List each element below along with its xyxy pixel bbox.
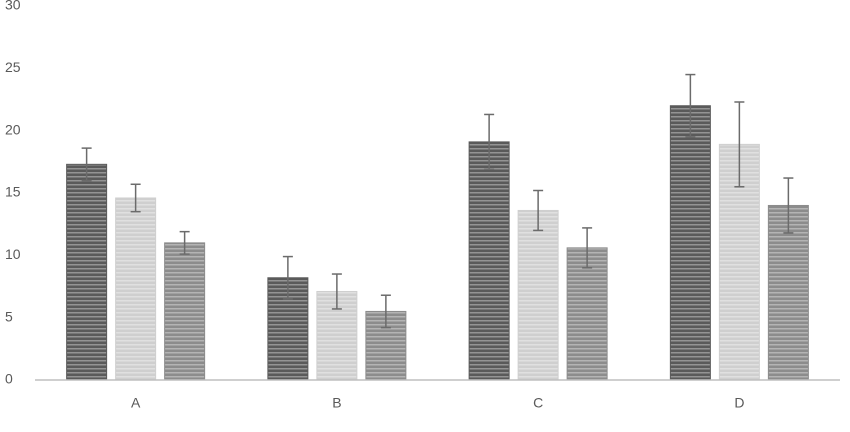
error-bar bbox=[380, 294, 391, 329]
y-tick-label: 25 bbox=[5, 59, 21, 75]
error-bar bbox=[533, 189, 544, 232]
error-bar bbox=[582, 227, 593, 269]
bar bbox=[767, 204, 809, 381]
bar bbox=[66, 163, 108, 381]
error-bar bbox=[179, 230, 190, 255]
x-tick-label: B bbox=[332, 395, 341, 411]
bar bbox=[115, 197, 157, 381]
x-tick-label: D bbox=[734, 395, 744, 411]
y-tick-label: 0 bbox=[5, 371, 13, 387]
y-tick-label: 5 bbox=[5, 308, 13, 324]
bar bbox=[164, 242, 206, 381]
bar bbox=[669, 105, 711, 381]
error-bar bbox=[484, 113, 495, 171]
x-tick-label: A bbox=[131, 395, 141, 411]
y-tick-label: 10 bbox=[5, 246, 21, 262]
error-bar bbox=[685, 73, 696, 138]
y-tick-label: 15 bbox=[5, 184, 21, 200]
bar bbox=[468, 141, 510, 381]
error-bar bbox=[331, 273, 342, 310]
error-bar bbox=[783, 177, 794, 234]
error-bar bbox=[81, 147, 92, 182]
error-bar bbox=[734, 101, 745, 188]
y-tick-label: 30 bbox=[5, 0, 21, 13]
error-bar bbox=[130, 183, 141, 213]
y-tick-label: 20 bbox=[5, 121, 21, 137]
bar bbox=[517, 209, 559, 381]
x-tick-label: C bbox=[533, 395, 543, 411]
error-bar bbox=[282, 255, 293, 300]
